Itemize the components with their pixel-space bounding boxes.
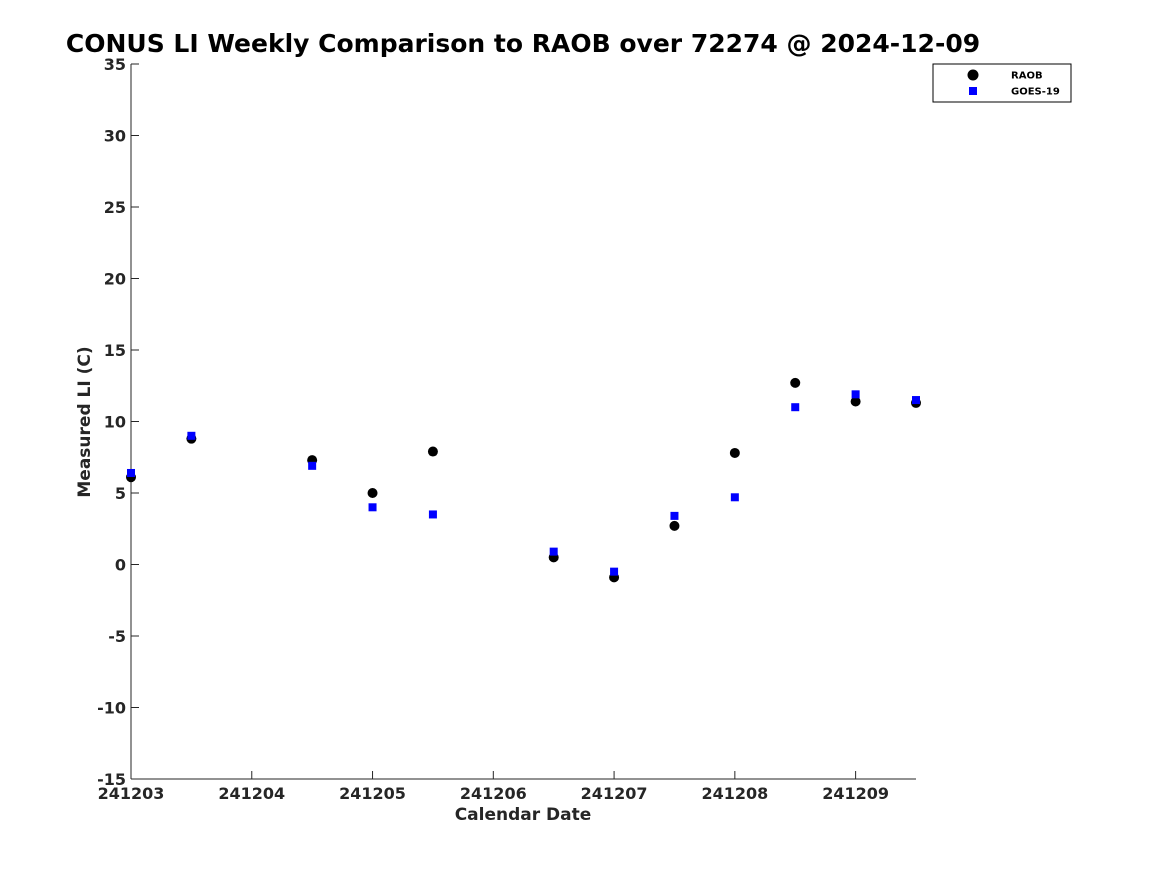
y-tick-label: 10 [104, 413, 126, 432]
data-points [126, 377, 921, 583]
goes-19-point [912, 396, 920, 405]
goes-19-point [791, 403, 800, 412]
y-tick-label: 30 [104, 127, 126, 146]
x-tick-label: 241208 [701, 784, 768, 803]
goes-19-point [851, 390, 860, 399]
legend-series-label: GOES-19 [1011, 87, 1060, 98]
x-ticks: 241203 241204 241205 241206 241207 241208 2412… [98, 771, 889, 803]
y-tick-label: 20 [104, 270, 126, 289]
legend-raob-marker [967, 69, 979, 81]
goes-19-point [670, 511, 679, 520]
x-tick-label: 241205 [339, 784, 406, 803]
raob-point [669, 520, 680, 531]
x-tick-label: 241209 [822, 784, 889, 803]
y-tick-label: 5 [115, 484, 126, 503]
y-axis-label: Measured LI (C) [75, 346, 95, 497]
goes-19-point [368, 503, 377, 512]
raob-point [427, 446, 438, 457]
raob-point [850, 396, 861, 407]
legend-goes-19-marker [969, 87, 977, 95]
x-tick-label: 241203 [98, 784, 165, 803]
axes [130, 64, 916, 780]
chart-title: CONUS LI Weekly Comparison to RAOB over … [66, 29, 980, 58]
raob-point [790, 377, 801, 388]
goes-19-point [127, 468, 135, 477]
x-tick-label: 241204 [218, 784, 285, 803]
y-ticks: -15 -10 -5 0 5 10 15 20 25 30 35 [97, 55, 139, 789]
goes-19-point [610, 567, 619, 576]
y-tick-label: -15 [97, 770, 126, 789]
x-tick-label: 241207 [581, 784, 648, 803]
x-axis-label: Calendar Date [455, 805, 592, 825]
goes-19-point [428, 510, 437, 519]
raob-point [729, 447, 740, 458]
goes-19-point [187, 431, 196, 440]
y-tick-label: 15 [104, 341, 126, 360]
y-tick-label: -5 [108, 627, 126, 646]
goes-19-point [549, 547, 558, 556]
y-tick-label: -10 [97, 699, 126, 718]
legend: RAOB GOES-19 [932, 63, 1072, 103]
goes-19-point [308, 461, 317, 470]
x-tick-label: 241206 [460, 784, 527, 803]
legend-series-label: RAOB [1011, 71, 1043, 82]
y-tick-label: 25 [104, 198, 126, 217]
goes-19-point [730, 493, 739, 502]
legend-box [932, 63, 1072, 103]
y-tick-label: 35 [104, 55, 126, 74]
raob-point [367, 488, 378, 498]
y-tick-label: 0 [115, 556, 126, 575]
